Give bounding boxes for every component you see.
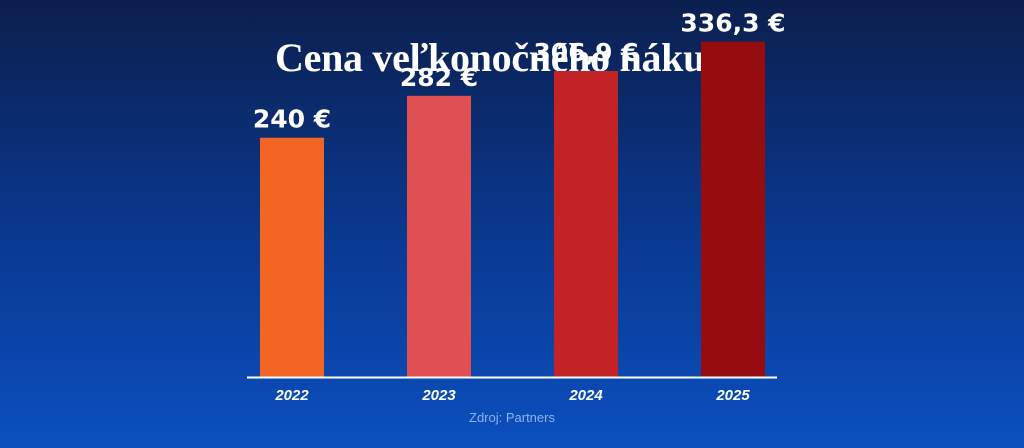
data-label-2023: 282 € [400,63,478,92]
bar-2022 [260,137,324,377]
data-label-2024: 306,9 € [533,38,638,67]
bar-2025 [701,41,765,377]
chart-title: Cena veľkonočného nákupu [275,35,749,80]
data-label-2022: 240 € [253,105,331,134]
x-tick-label-2022: 2022 [274,387,309,404]
x-tick-label-2024: 2024 [568,387,603,404]
x-tick-label-2023: 2023 [421,387,456,404]
data-label-2025: 336,3 € [680,9,785,38]
bar-2024 [554,71,618,377]
bar-2023 [407,95,471,378]
x-tick-label-2025: 2025 [715,387,750,404]
source-note: Zdroj: Partners [469,410,555,425]
